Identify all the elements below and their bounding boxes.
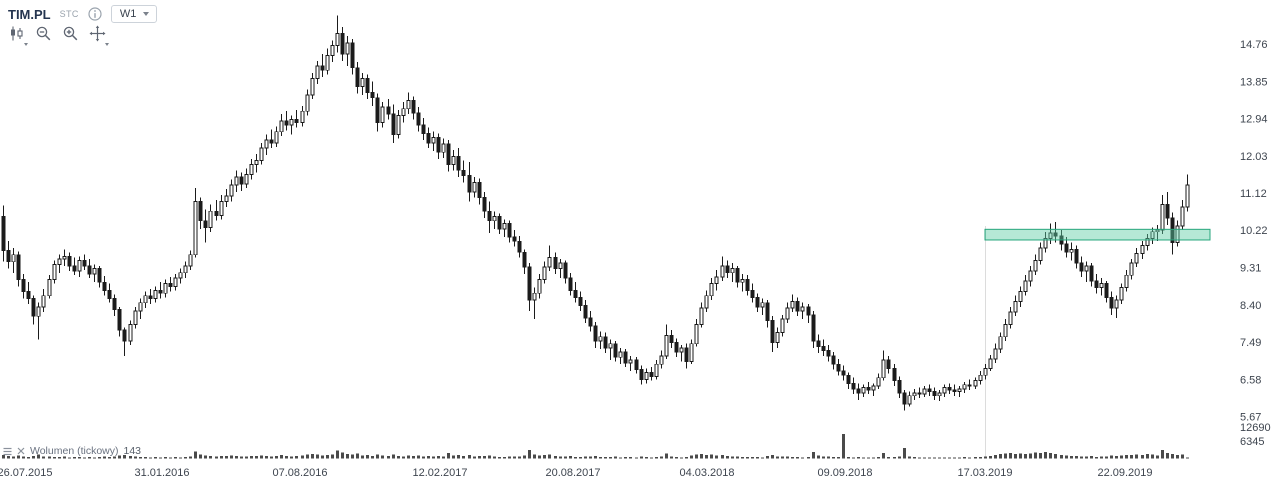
date-tick-label: 20.08.2017 [545, 467, 600, 479]
info-icon[interactable] [88, 7, 102, 21]
crosshair-glyph [89, 25, 106, 42]
volume-close-glyph [17, 447, 25, 455]
zoom-out-icon[interactable] [34, 24, 53, 43]
volume-tick-label: 12690 [1240, 422, 1271, 434]
date-tick-label: 12.02.2017 [412, 467, 467, 479]
volume-value: 143 [123, 445, 142, 457]
price-tick-label: 8.40 [1240, 300, 1261, 312]
volume-menu-glyph [3, 447, 12, 455]
price-tick-label: 6.58 [1240, 374, 1261, 386]
price-tick-label: 9.31 [1240, 262, 1261, 274]
price-tick-label: 12.94 [1240, 114, 1268, 126]
timeframe-button[interactable]: W1 [110, 5, 158, 23]
resistance-zone[interactable] [984, 228, 1211, 241]
chart-type-caret-icon [24, 43, 28, 46]
price-tick-label: 13.85 [1240, 76, 1268, 88]
volume-tick-label: 6345 [1240, 436, 1264, 448]
price-tick-label: 5.67 [1240, 412, 1261, 424]
price-tick-label: 14.76 [1240, 39, 1268, 51]
volume-menu-icon[interactable] [3, 447, 12, 456]
volume-series [2, 434, 1189, 459]
date-tick-label: 09.09.2018 [817, 467, 872, 479]
volume-label: Wolumen (tickowy) [30, 445, 119, 457]
zoom-in-glyph [63, 26, 78, 41]
candlestick-series [1, 15, 1190, 411]
timeframe-caret-icon [143, 12, 150, 16]
date-tick-label: 22.09.2019 [1097, 467, 1152, 479]
timeframe-label: W1 [119, 8, 137, 20]
price-tick-label: 7.49 [1240, 337, 1261, 349]
date-tick-label: 26.07.2015 [0, 467, 53, 479]
chart-header: TIM.PL STC W1 [8, 5, 158, 23]
info-icon-glyph [88, 7, 102, 21]
time-axis[interactable]: 26.07.2015 31.01.2016 07.08.2016 12.02.2017… [0, 467, 1153, 479]
date-tick-label: 31.01.2016 [134, 467, 189, 479]
date-tick-label: 04.03.2018 [679, 467, 734, 479]
price-axis[interactable]: 14.76 13.85 12.94 12.03 11.12 10.22 9.31 8.40 7.… [1240, 39, 1271, 448]
price-tick-label: 11.12 [1240, 188, 1267, 200]
date-tick-label: 07.08.2016 [272, 467, 327, 479]
chart-type-icon[interactable] [7, 24, 28, 46]
price-tick-label: 10.22 [1240, 225, 1268, 237]
volume-legend: Wolumen (tickowy) 143 [3, 445, 141, 457]
date-tick-label: 17.03.2019 [957, 467, 1012, 479]
symbol-name[interactable]: TIM.PL [8, 6, 51, 22]
exchange-label: STC [59, 9, 79, 19]
chart-toolbar [7, 24, 109, 46]
zoom-in-icon[interactable] [61, 24, 80, 43]
chart-type-glyph [11, 26, 23, 41]
crosshair-caret-icon [105, 43, 109, 46]
zoom-out-glyph [36, 26, 51, 41]
volume-close-icon[interactable] [17, 447, 25, 455]
crosshair-icon[interactable] [88, 24, 109, 46]
price-tick-label: 12.03 [1240, 151, 1268, 163]
